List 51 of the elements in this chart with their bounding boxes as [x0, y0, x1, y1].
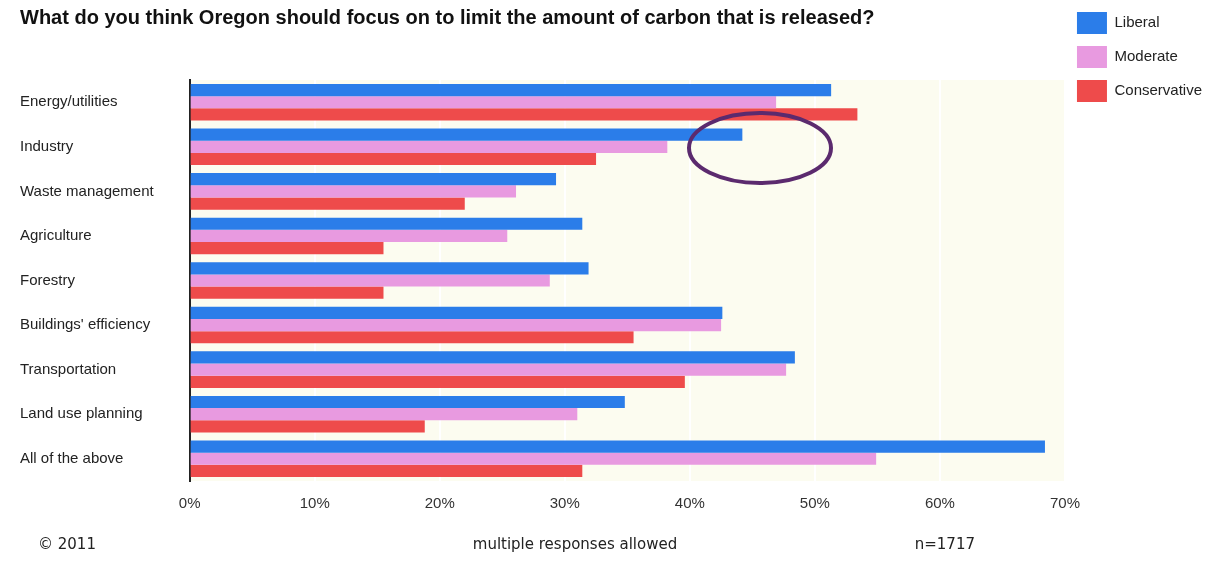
text: multiple responses allowed [472, 534, 678, 553]
bar [190, 274, 550, 287]
bar [190, 420, 425, 433]
legend-label: Conservative [1114, 81, 1203, 99]
text: © 2011 [38, 534, 96, 553]
bar [190, 217, 583, 230]
bar [190, 185, 517, 198]
bar [190, 351, 795, 364]
text: n=1717 [914, 534, 975, 553]
bar [190, 464, 583, 477]
bar [190, 306, 723, 319]
bar [190, 363, 787, 376]
x-tick-label: 50% [799, 494, 830, 512]
y-tick-label: Land use planning [20, 404, 143, 422]
x-tick-label: 40% [674, 494, 705, 512]
x-tick-label: 70% [1049, 494, 1080, 512]
y-tick-label: Industry [20, 136, 74, 154]
bar [190, 286, 384, 299]
y-tick-label: Agriculture [20, 226, 92, 244]
bar [190, 395, 625, 409]
bar [190, 408, 578, 421]
bar [190, 84, 832, 97]
x-tick-label: 60% [924, 494, 955, 512]
y-tick-label: Energy/utilities [20, 92, 118, 110]
x-tick-label: 10% [299, 494, 330, 512]
bar [190, 152, 597, 166]
x-tick-label: 30% [549, 494, 580, 512]
legend-label: Moderate [1114, 47, 1178, 65]
y-tick-label: Forestry [20, 270, 76, 288]
bar [190, 440, 1045, 453]
y-tick-label: Waste management [20, 181, 155, 199]
bar [190, 140, 668, 153]
bar [190, 242, 384, 255]
chart-title: What do you think Oregon should focus on to limit the amount of carbon that is released? [20, 5, 875, 28]
bar [190, 108, 858, 121]
bar [190, 128, 743, 141]
bar [190, 331, 634, 344]
x-tick-label: 0% [178, 494, 201, 512]
y-tick-label: Buildings' efficiency [20, 315, 151, 333]
y-tick-label: Transportation [20, 359, 117, 377]
bar [190, 452, 877, 465]
y-tick-label: All of the above [20, 448, 124, 466]
legend-label: Liberal [1114, 13, 1160, 31]
bar [190, 375, 685, 388]
bar [190, 229, 508, 243]
bar [190, 197, 465, 210]
bar [190, 262, 589, 275]
bar [190, 318, 722, 332]
bar [190, 96, 777, 109]
x-tick-label: 20% [424, 494, 455, 512]
bar [190, 173, 557, 186]
